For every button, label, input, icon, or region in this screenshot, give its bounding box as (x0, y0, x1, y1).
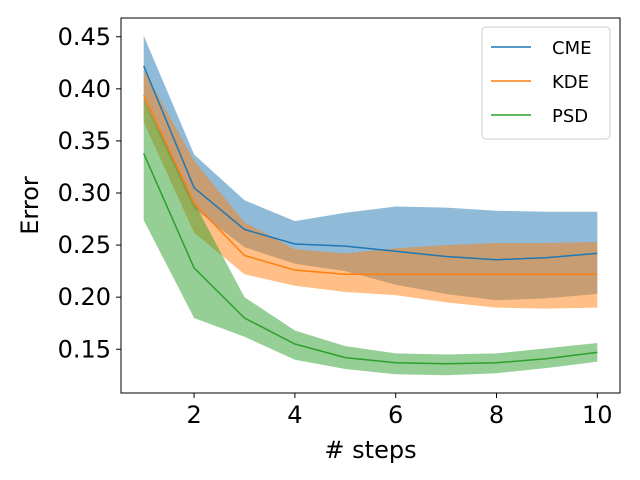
band-psd (143, 99, 598, 376)
y-tick-label: 0.20 (58, 283, 111, 311)
legend-label-cme: CME (552, 38, 591, 59)
x-tick-label: 2 (186, 401, 201, 429)
y-tick-label: 0.15 (58, 335, 111, 363)
legend: CME KDE PSD (481, 26, 611, 140)
y-tick-label: 0.40 (58, 75, 111, 103)
x-tick-label: 10 (582, 401, 613, 429)
x-axis-label: # steps (324, 436, 416, 464)
y-tick-label: 0.25 (58, 231, 111, 259)
legend-label-kde: KDE (552, 72, 589, 93)
series-line-psd (143, 153, 598, 365)
plot-frame (120, 17, 621, 394)
series-line-kde (143, 94, 598, 276)
y-axis-ticks: 0.15 0.20 0.25 0.30 0.35 0.40 0.45 (58, 23, 121, 363)
series-line-cme (143, 65, 598, 261)
y-tick-label: 0.35 (58, 127, 111, 155)
series-lines (143, 65, 598, 365)
x-tick-label: 4 (287, 401, 302, 429)
legend-label-psd: PSD (552, 106, 588, 127)
y-tick-label: 0.30 (58, 179, 111, 207)
confidence-bands (143, 35, 598, 376)
y-tick-label: 0.45 (58, 23, 111, 51)
band-kde (143, 70, 598, 309)
x-tick-label: 6 (388, 401, 403, 429)
legend-box (481, 26, 611, 140)
y-axis-label: Error (16, 176, 44, 235)
x-tick-label: 8 (489, 401, 504, 429)
x-axis-ticks: 2 4 6 8 10 (186, 393, 613, 429)
